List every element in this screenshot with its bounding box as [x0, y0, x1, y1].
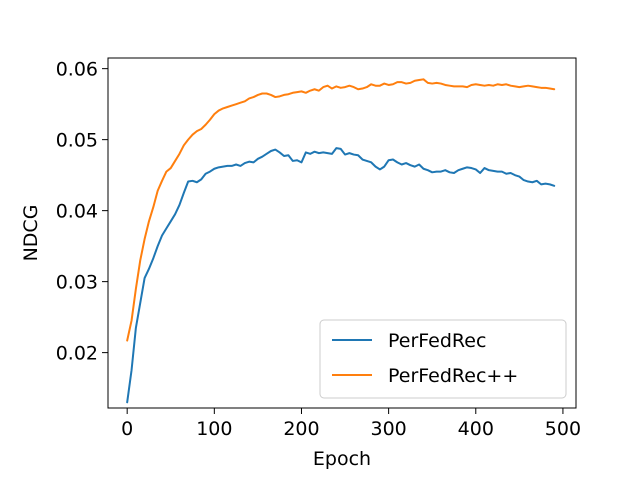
y-tick-label: 0.02: [56, 343, 98, 365]
series-line-1: [126, 78, 556, 342]
legend: PerFedRec PerFedRec++: [319, 319, 567, 399]
x-tick-label: 0: [121, 418, 133, 440]
legend-label-1: PerFedRec++: [388, 365, 518, 387]
x-tick-label: 100: [196, 418, 232, 440]
x-tick-label: 300: [370, 418, 406, 440]
legend-items: PerFedRec PerFedRec++: [332, 330, 518, 387]
x-tick-label: 500: [545, 418, 581, 440]
x-tick-label: 400: [458, 418, 494, 440]
legend-label-0: PerFedRec: [388, 330, 486, 352]
y-tick-label: 0.05: [56, 130, 98, 152]
y-tick-label: 0.03: [56, 272, 98, 294]
x-ticks: 0 100 200 300 400 500: [121, 408, 581, 440]
plot-frame: [107, 57, 577, 409]
series-line-0: [126, 147, 556, 404]
y-tick-label: 0.06: [56, 59, 98, 81]
series-layer: [126, 78, 556, 404]
y-ticks: 0.02 0.03 0.04 0.05 0.06: [56, 59, 108, 365]
x-tick-label: 200: [283, 418, 319, 440]
x-axis-label: Epoch: [313, 448, 371, 470]
y-tick-label: 0.04: [56, 201, 98, 223]
y-axis-label: NDCG: [20, 205, 42, 262]
legend-box: [319, 319, 567, 399]
